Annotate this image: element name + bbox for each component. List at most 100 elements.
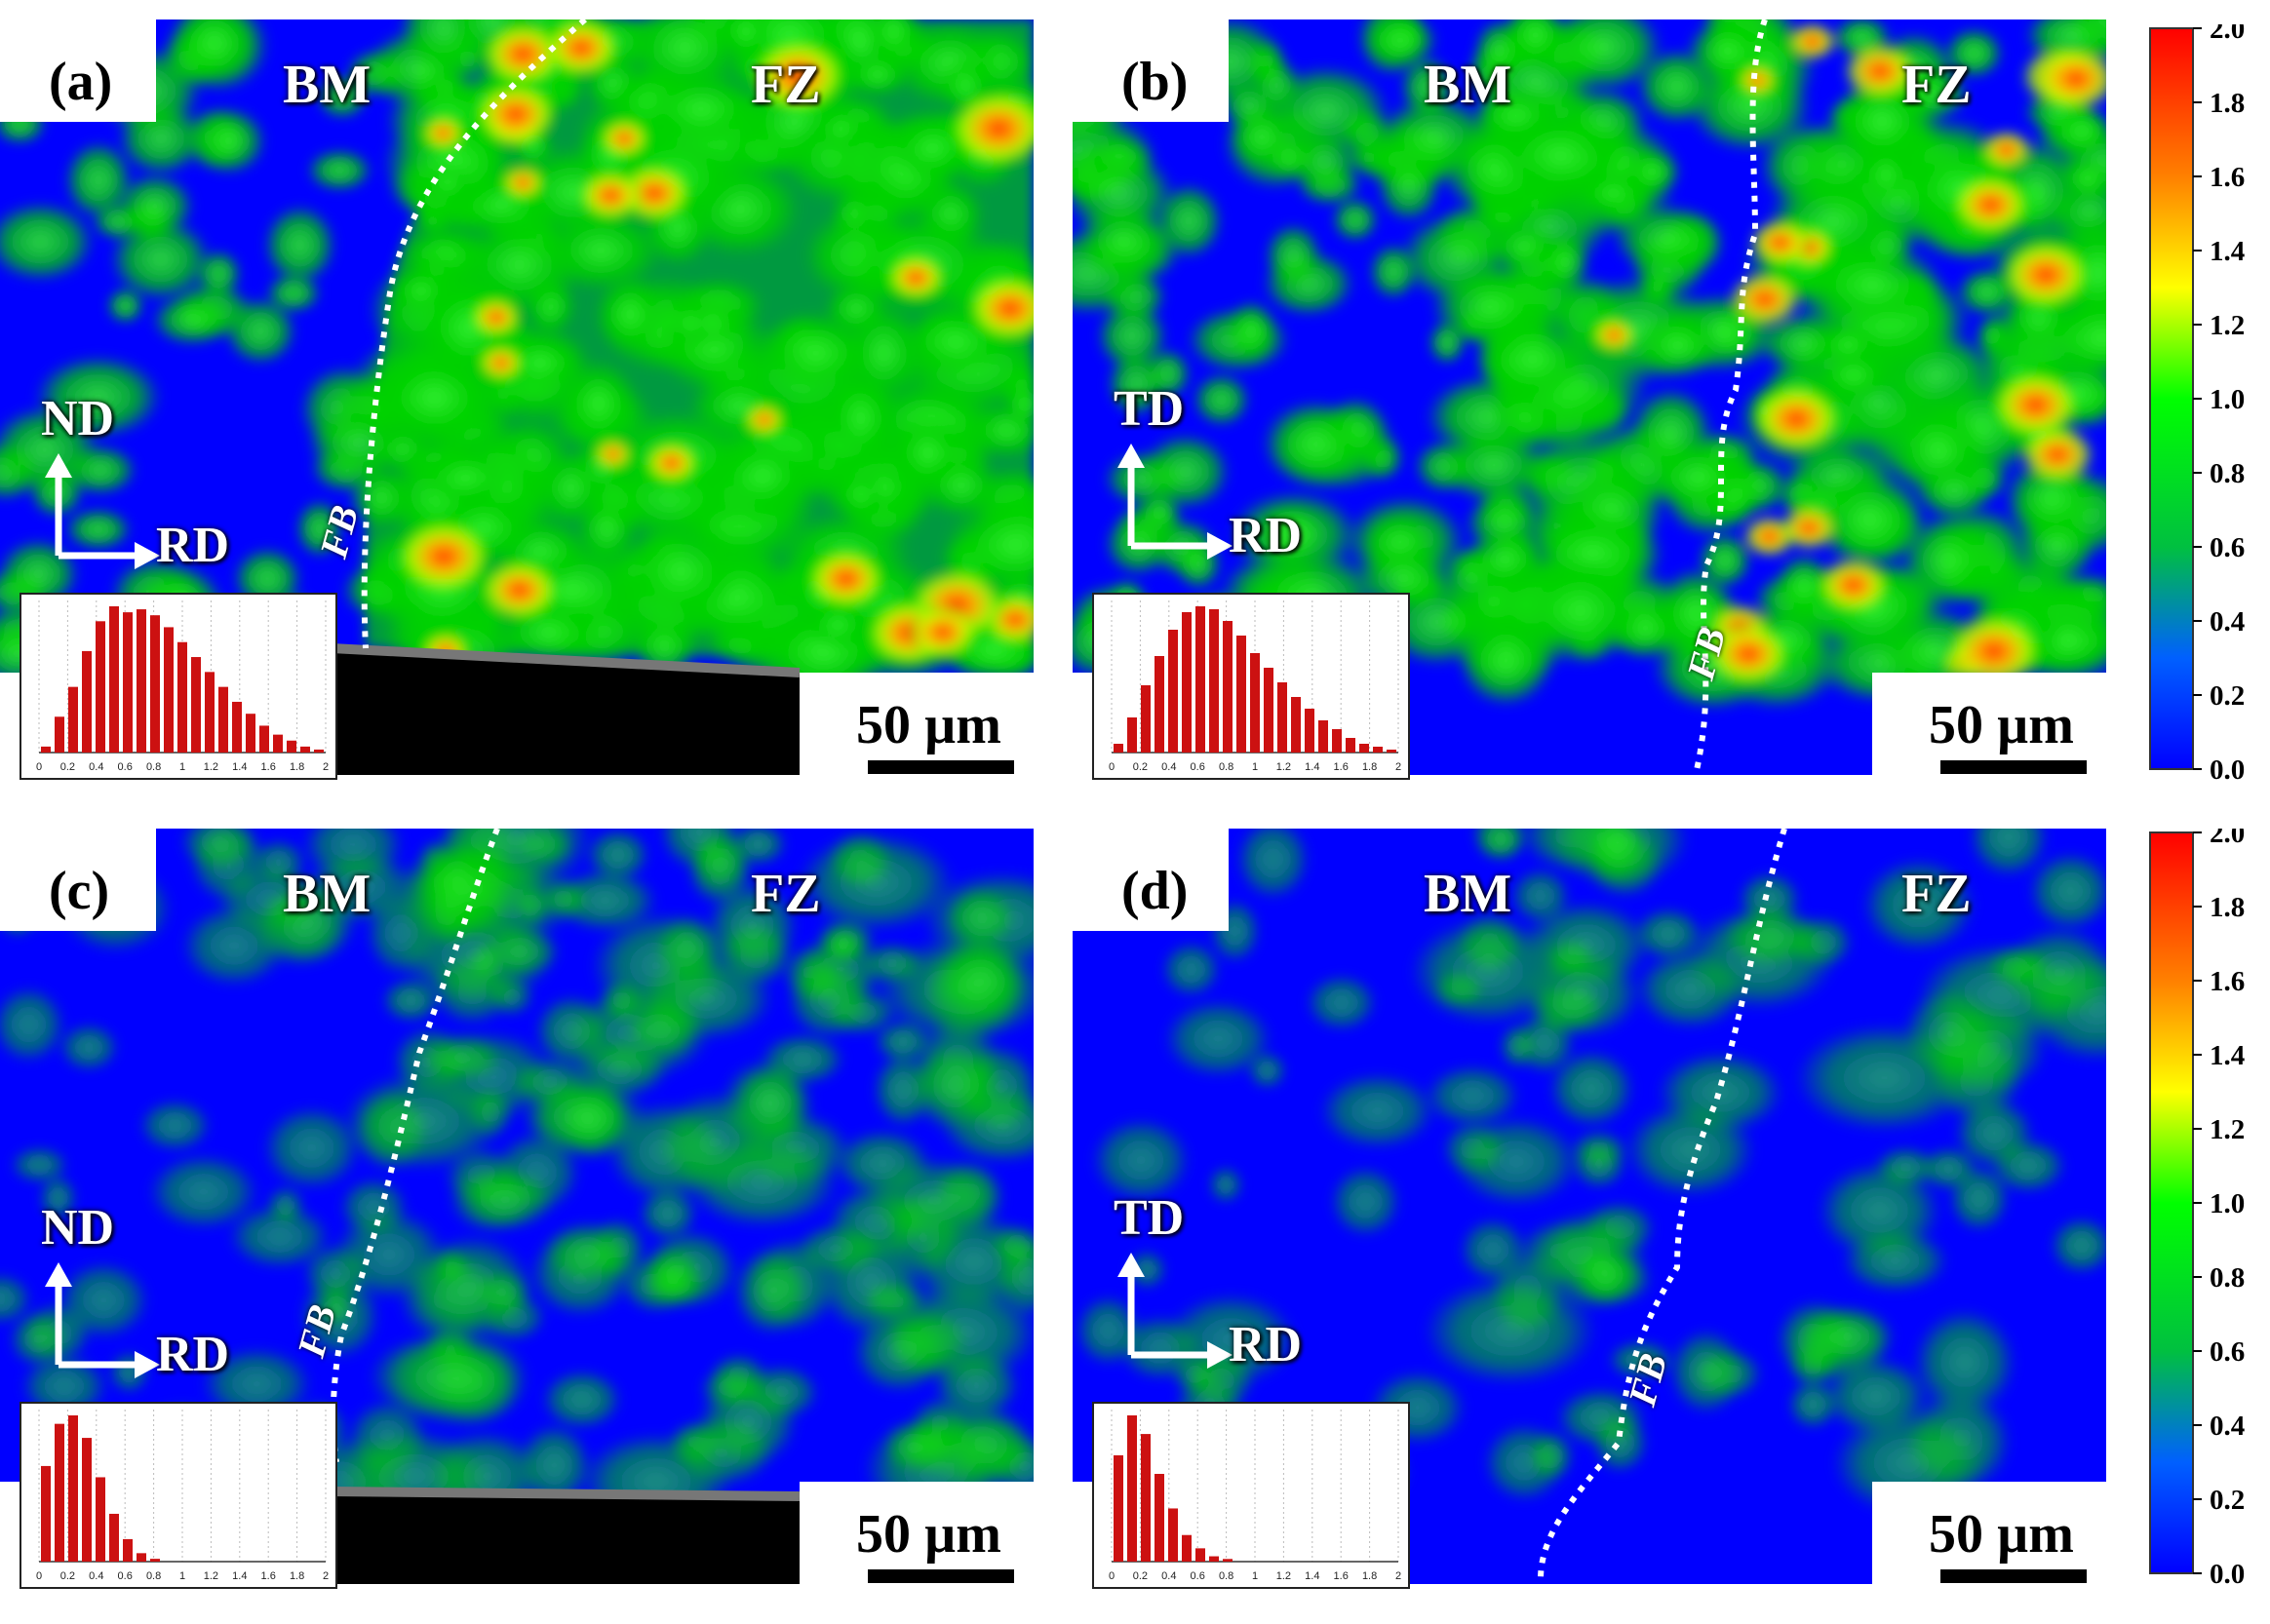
axis-label-vertical: ND <box>41 391 115 446</box>
histogram-bar <box>1209 1556 1219 1562</box>
colorbar-tick-label: 1.2 <box>2210 310 2245 341</box>
colorbar-tick-label: 0.8 <box>2210 1262 2245 1294</box>
histogram-inset: 0 0.2 0.4 0.6 0.8 1 1.2 1.4 1.6 1.8 2 <box>1092 1402 1410 1589</box>
histogram-bar <box>1155 656 1164 753</box>
histogram-bar <box>1168 630 1178 753</box>
histogram-inset: 0 0.2 0.4 0.6 0.8 1 1.2 1.4 1.6 1.8 2 <box>1092 593 1410 780</box>
colorbar-tick-label: 2.0 <box>2210 24 2245 45</box>
panel-a: (a) BM FZ ND RD FB 50 µm 0 0.2 0.4 0.6 0.8 1 1.2 1.4 1.… <box>0 0 1053 780</box>
histogram-tick-label: 0 <box>36 1570 42 1582</box>
axis-label-horizontal: RD <box>1229 1317 1303 1373</box>
histogram-bar <box>68 686 78 753</box>
histogram-bar <box>259 725 269 753</box>
histogram-bar <box>273 734 283 753</box>
histogram-inset: 0 0.2 0.4 0.6 0.8 1 1.2 1.4 1.6 1.8 2 <box>20 593 337 780</box>
region-label-fz: FZ <box>1901 55 1972 115</box>
histogram-tick-label: 1.2 <box>1276 1570 1291 1582</box>
histogram-tick-label: 0.8 <box>146 761 161 773</box>
colorbar-tick-label: 0.2 <box>2210 680 2245 712</box>
histogram-bar <box>1291 697 1301 753</box>
colorbar-tick-label: 1.6 <box>2210 162 2245 193</box>
histogram-tick-label: 0.6 <box>118 761 133 773</box>
scale-label: 50 µm <box>856 695 1001 755</box>
colorbar-tick-label: 0.6 <box>2210 532 2245 563</box>
colorbar-tick-label: 0.2 <box>2210 1485 2245 1516</box>
histogram-bar <box>1250 653 1260 753</box>
axis-label-horizontal: RD <box>1229 508 1303 563</box>
axis-arrows-icon <box>1117 444 1233 560</box>
colorbar-tick-label: 1.8 <box>2210 88 2245 119</box>
panel-letter: (c) <box>49 861 110 921</box>
panel-b: (b) BM FZ TD RD FB 50 µm 0 0.2 0.4 0.6 0.8 1 1.2 1.4 1.… <box>1073 0 2126 780</box>
histogram-bar <box>55 1423 64 1562</box>
colorbar-tick-label: 1.8 <box>2210 892 2245 923</box>
axis-label-horizontal: RD <box>156 518 230 573</box>
histogram-tick-label: 0.8 <box>1219 1570 1233 1582</box>
axis-label-vertical: ND <box>41 1200 115 1256</box>
scale-bar <box>868 760 1014 774</box>
histogram-tick-label: 1.6 <box>261 1570 276 1582</box>
axis-label-horizontal: RD <box>156 1327 230 1382</box>
histogram-bar <box>1127 1415 1137 1562</box>
histogram-tick-label: 1.2 <box>204 761 218 773</box>
histogram-bar <box>1346 738 1355 753</box>
histogram-bar <box>1277 682 1287 753</box>
histogram-bar <box>218 686 228 753</box>
histogram-bar <box>1387 750 1396 753</box>
heat-map <box>0 17 1034 775</box>
colorbar-bottom: 2.0 1.8 1.6 1.4 1.2 1.0 0.8 0.6 0.4 0.2 0.0 <box>2145 818 2270 1590</box>
region-label-bm: BM <box>283 864 372 924</box>
histogram-bar <box>82 1438 92 1562</box>
histogram-tick-label: 2 <box>323 1570 329 1582</box>
histogram-inset: 0 0.2 0.4 0.6 0.8 1 1.2 1.4 1.6 1.8 2 <box>20 1402 337 1589</box>
histogram-bar <box>41 746 51 753</box>
histogram-tick-label: 1.6 <box>261 761 276 773</box>
region-label-fz: FZ <box>751 55 821 115</box>
histogram-bar <box>1318 720 1328 753</box>
histogram-bar <box>123 612 133 753</box>
histogram-tick-label: 0.6 <box>1191 1570 1205 1582</box>
panel-d: (d) BM FZ TD RD FB 50 µm 0 0.2 0.4 0.6 0.8 1 1.2 1.4 1.… <box>1073 809 2126 1589</box>
histogram-tick-label: 1.8 <box>1362 1570 1377 1582</box>
colorbar-tick-label: 1.0 <box>2210 384 2245 415</box>
histogram-bar <box>109 1513 119 1562</box>
colorbar-top: 2.0 1.8 1.6 1.4 1.2 1.0 0.8 0.6 0.4 0.2 0.0 <box>2145 14 2270 786</box>
histogram-bar <box>150 1559 160 1562</box>
histogram-bar <box>246 714 255 753</box>
histogram-bar <box>1305 709 1314 753</box>
histogram-bar <box>1223 621 1233 753</box>
histogram-tick-label: 1 <box>179 761 185 773</box>
histogram-bar <box>1209 609 1219 753</box>
histogram-tick-label: 1.6 <box>1334 1570 1349 1582</box>
heat-map <box>1073 828 2106 1584</box>
histogram-tick-label: 0.4 <box>89 1570 103 1582</box>
histogram-tick-label: 0 <box>36 761 42 773</box>
histogram-tick-label: 0.2 <box>60 761 75 773</box>
histogram-bar <box>1114 744 1123 753</box>
histogram-tick-label: 0 <box>1109 1570 1115 1582</box>
histogram-tick-label: 1 <box>1252 1570 1258 1582</box>
colorbar-gradient <box>2149 27 2194 770</box>
scale-label: 50 µm <box>1929 695 2074 755</box>
histogram-bar <box>68 1415 78 1562</box>
histogram-bar <box>1359 744 1369 753</box>
colorbar-tick-label: 1.4 <box>2210 1040 2245 1071</box>
colorbar-tick-label: 1.4 <box>2210 236 2245 267</box>
panel-letter: (a) <box>49 52 113 112</box>
histogram-tick-label: 1.6 <box>1334 761 1349 773</box>
axis-label-vertical: TD <box>1114 1190 1185 1246</box>
histogram-bar <box>1141 685 1151 753</box>
histogram-tick-label: 1 <box>1252 761 1258 773</box>
histogram-bar <box>109 606 119 753</box>
histogram-tick-label: 0.4 <box>89 761 103 773</box>
histogram-bar <box>300 746 310 753</box>
histogram-tick-label: 1.2 <box>204 1570 218 1582</box>
histogram-tick-label: 1.4 <box>1305 761 1319 773</box>
heat-map <box>0 827 1034 1584</box>
histogram-tick-label: 0.6 <box>1191 761 1205 773</box>
panel-c: (c) BM FZ ND RD FB 50 µm 0 0.2 0.4 0.6 0.8 1 1.2 1.4 1.… <box>0 809 1053 1589</box>
histogram-bar <box>1223 1559 1233 1562</box>
region-label-fz: FZ <box>751 864 821 924</box>
histogram-bar <box>123 1538 133 1562</box>
region-label-fz: FZ <box>1901 864 1972 924</box>
